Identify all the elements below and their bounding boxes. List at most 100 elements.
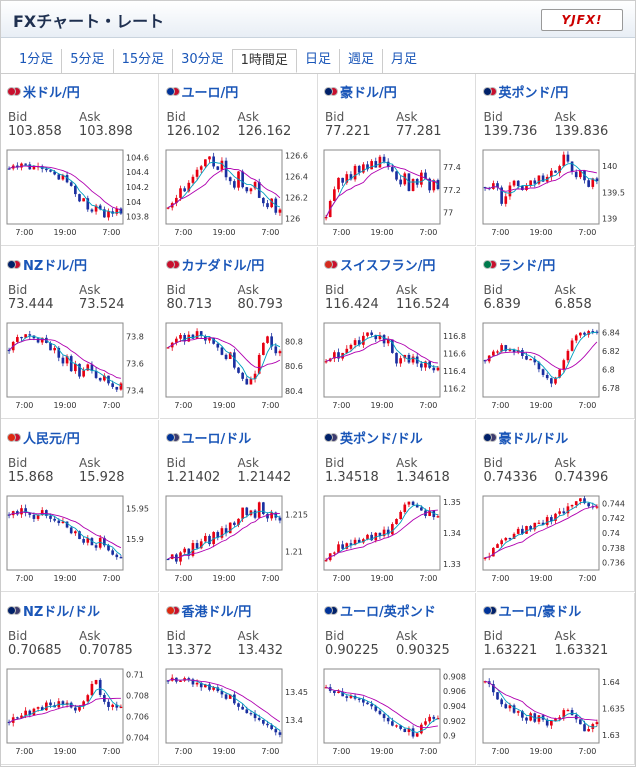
mini-chart[interactable]: 140 139.5 139 7:00 19:00 7:00 (481, 148, 631, 238)
candle-body (357, 165, 361, 173)
tab-2[interactable]: 15分足 (112, 49, 173, 73)
ma-long-line (8, 338, 121, 379)
mini-chart[interactable]: 6.84 6.82 6.8 6.78 7:00 19:00 7:00 (481, 321, 631, 411)
pair-link[interactable]: 英ポンド/円 (482, 82, 568, 101)
y-tick-label: 73.8 (126, 332, 144, 341)
candle-body (61, 175, 65, 180)
candle-body (69, 527, 73, 534)
candle-body (557, 166, 561, 173)
mini-chart[interactable]: 0.744 0.742 0.74 0.738 0.736 7:00 19:00 7:00 (481, 494, 631, 584)
candle-body (265, 514, 269, 519)
tab-7[interactable]: 月足 (381, 49, 425, 73)
pair-link[interactable]: カナダドル/円 (165, 255, 264, 274)
candle-body (32, 166, 36, 170)
rate-card[interactable]: ユーロ/円 Bid Ask 126.102 126.162 126.6 126.4 126.2… (159, 74, 318, 246)
page-title: FXチャート・レート (13, 12, 165, 31)
rate-card[interactable]: ユーロ/ドル Bid Ask 1.21402 1.21442 1.215 1.21 7:00 1… (159, 420, 318, 592)
candle-body (391, 524, 394, 535)
mini-chart[interactable]: 13.45 13.4 7:00 19:00 7:00 (164, 667, 314, 757)
mini-chart[interactable]: 1.64 1.635 1.63 7:00 19:00 7:00 (481, 667, 631, 757)
rate-card[interactable]: 人民元/円 Bid Ask 15.868 15.928 15.95 15.9 7:00 19:0… (1, 420, 159, 592)
candle-body (391, 721, 394, 726)
pair-link[interactable]: 豪ドル/ドル (482, 428, 568, 447)
mini-chart[interactable]: 116.8 116.6 116.4 116.2 7:00 19:00 7:00 (322, 321, 472, 411)
pair-link[interactable]: 英ポンド/ドル (324, 428, 423, 447)
rate-card[interactable]: ランド/円 Bid Ask 6.839 6.858 6.84 6.82 6.8 6.78 7:00… (476, 247, 635, 419)
candle-body (220, 528, 223, 538)
x-tick-label: 7:00 (102, 228, 120, 237)
y-tick-label: 0.9 (443, 732, 456, 741)
rate-card[interactable]: カナダドル/円 Bid Ask 80.713 80.793 80.8 80.6 80.4 7:0… (159, 247, 318, 419)
pair-link[interactable]: ランド/円 (482, 255, 555, 274)
pair-link[interactable]: ユーロ/豪ドル (482, 601, 581, 620)
tab-5[interactable]: 日足 (304, 52, 331, 67)
rate-card[interactable]: ユーロ/英ポンド Bid Ask 0.90225 0.90325 0.908 0.906 0.… (318, 593, 476, 765)
candle-body (24, 710, 27, 716)
candle-body (553, 513, 557, 521)
x-tick-label: 7:00 (174, 228, 192, 237)
flag-icon (482, 86, 497, 97)
candle-body (586, 503, 590, 507)
mini-chart[interactable]: 104.6 104.4 104.2 104 103.8 7:00 19:00 7:00 (5, 148, 155, 238)
rate-card[interactable]: NZドル/ドル Bid Ask 0.70685 0.70785 0.71 0.708 0.70… (1, 593, 159, 765)
rate-card[interactable]: 豪ドル/ドル Bid Ask 0.74336 0.74396 0.744 0.742 0.74… (476, 420, 635, 592)
chart-frame (482, 495, 599, 571)
rate-card[interactable]: 米ドル/円 Bid Ask 103.858 103.898 104.6 104.4 104.2… (1, 74, 159, 246)
candle-body (265, 203, 269, 208)
candle-body (395, 519, 398, 525)
ask-label: Ask (237, 283, 259, 297)
pair-link[interactable]: 人民元/円 (7, 428, 80, 447)
pair-link[interactable]: スイスフラン/円 (324, 255, 435, 274)
tab-6[interactable]: 週足 (338, 49, 382, 73)
bid-value: 15.868 (8, 470, 54, 485)
pair-link[interactable]: ユーロ/英ポンド (324, 601, 436, 620)
candle-body (191, 543, 194, 556)
mini-chart[interactable]: 15.95 15.9 7:00 19:00 7:00 (5, 494, 155, 584)
candle-body (516, 350, 520, 353)
pair-link[interactable]: NZドル/ドル (7, 601, 100, 620)
rate-card[interactable]: NZドル/円 Bid Ask 73.444 73.524 73.8 73.6 73.4 7:00… (1, 247, 159, 419)
candle-body (261, 197, 265, 204)
pair-link[interactable]: NZドル/円 (7, 255, 87, 274)
tab-4[interactable]: 1時間足 (231, 49, 297, 73)
rate-card[interactable]: スイスフラン/円 Bid Ask 116.424 116.524 116.8 116.6 11… (318, 247, 476, 419)
pair-link[interactable]: 香港ドル/円 (165, 601, 251, 620)
x-tick-label: 7:00 (332, 401, 350, 410)
mini-chart[interactable]: 77.4 77.2 77 7:00 19:00 7:00 (322, 148, 472, 238)
rate-card[interactable]: 豪ドル/円 Bid Ask 77.221 77.281 77.4 77.2 77 7:00 19:… (318, 74, 476, 246)
yjfx-logo[interactable]: YJFX! (541, 9, 623, 31)
candle-body (53, 518, 56, 521)
candle-body (36, 338, 40, 343)
ma-short-line (484, 331, 597, 380)
rate-card[interactable]: 英ポンド/円 Bid Ask 139.736 139.836 140 139.5 139 7:0… (476, 74, 635, 246)
y-tick-label: 77.4 (443, 163, 461, 172)
tab-3[interactable]: 30分足 (172, 49, 232, 73)
mini-chart[interactable]: 1.215 1.21 7:00 19:00 7:00 (164, 494, 314, 584)
flag-icon (482, 605, 497, 616)
candle-body (86, 198, 90, 210)
pair-link[interactable]: ユーロ/ドル (165, 428, 251, 447)
mini-chart[interactable]: 73.8 73.6 73.4 7:00 19:00 7:00 (5, 321, 155, 411)
candle-body (415, 505, 419, 508)
pair-link[interactable]: 米ドル/円 (7, 82, 80, 101)
candle-body (224, 354, 227, 360)
tab-0[interactable]: 1分足 (19, 52, 54, 67)
ma-long-line (325, 338, 438, 364)
mini-chart[interactable]: 0.71 0.708 0.706 0.704 7:00 19:00 7:00 (5, 667, 155, 757)
pair-link[interactable]: ユーロ/円 (165, 82, 238, 101)
pair-link[interactable]: 豪ドル/円 (324, 82, 397, 101)
ma-short-line (325, 686, 439, 733)
candle-body (28, 334, 32, 336)
rate-card[interactable]: 英ポンド/ドル Bid Ask 1.34518 1.34618 1.35 1.34 1.33 7… (318, 420, 476, 592)
y-tick-label: 1.64 (602, 678, 620, 687)
mini-chart[interactable]: 80.8 80.6 80.4 7:00 19:00 7:00 (164, 321, 314, 411)
rate-card[interactable]: 香港ドル/円 Bid Ask 13.372 13.432 13.45 13.4 7:00 19:… (159, 593, 318, 765)
mini-chart[interactable]: 126.6 126.4 126.2 126 7:00 19:00 7:00 (164, 148, 314, 238)
y-tick-label: 13.45 (285, 688, 308, 697)
candle-body (537, 715, 540, 722)
mini-chart[interactable]: 0.908 0.906 0.904 0.902 0.9 7:00 19:00 7:00 (322, 667, 472, 757)
tab-1[interactable]: 5分足 (61, 49, 112, 73)
rate-card[interactable]: ユーロ/豪ドル Bid Ask 1.63221 1.63321 1.64 1.635 1.63… (476, 593, 635, 765)
mini-chart[interactable]: 1.35 1.34 1.33 7:00 19:00 7:00 (322, 494, 472, 584)
chart-frame (165, 668, 282, 744)
